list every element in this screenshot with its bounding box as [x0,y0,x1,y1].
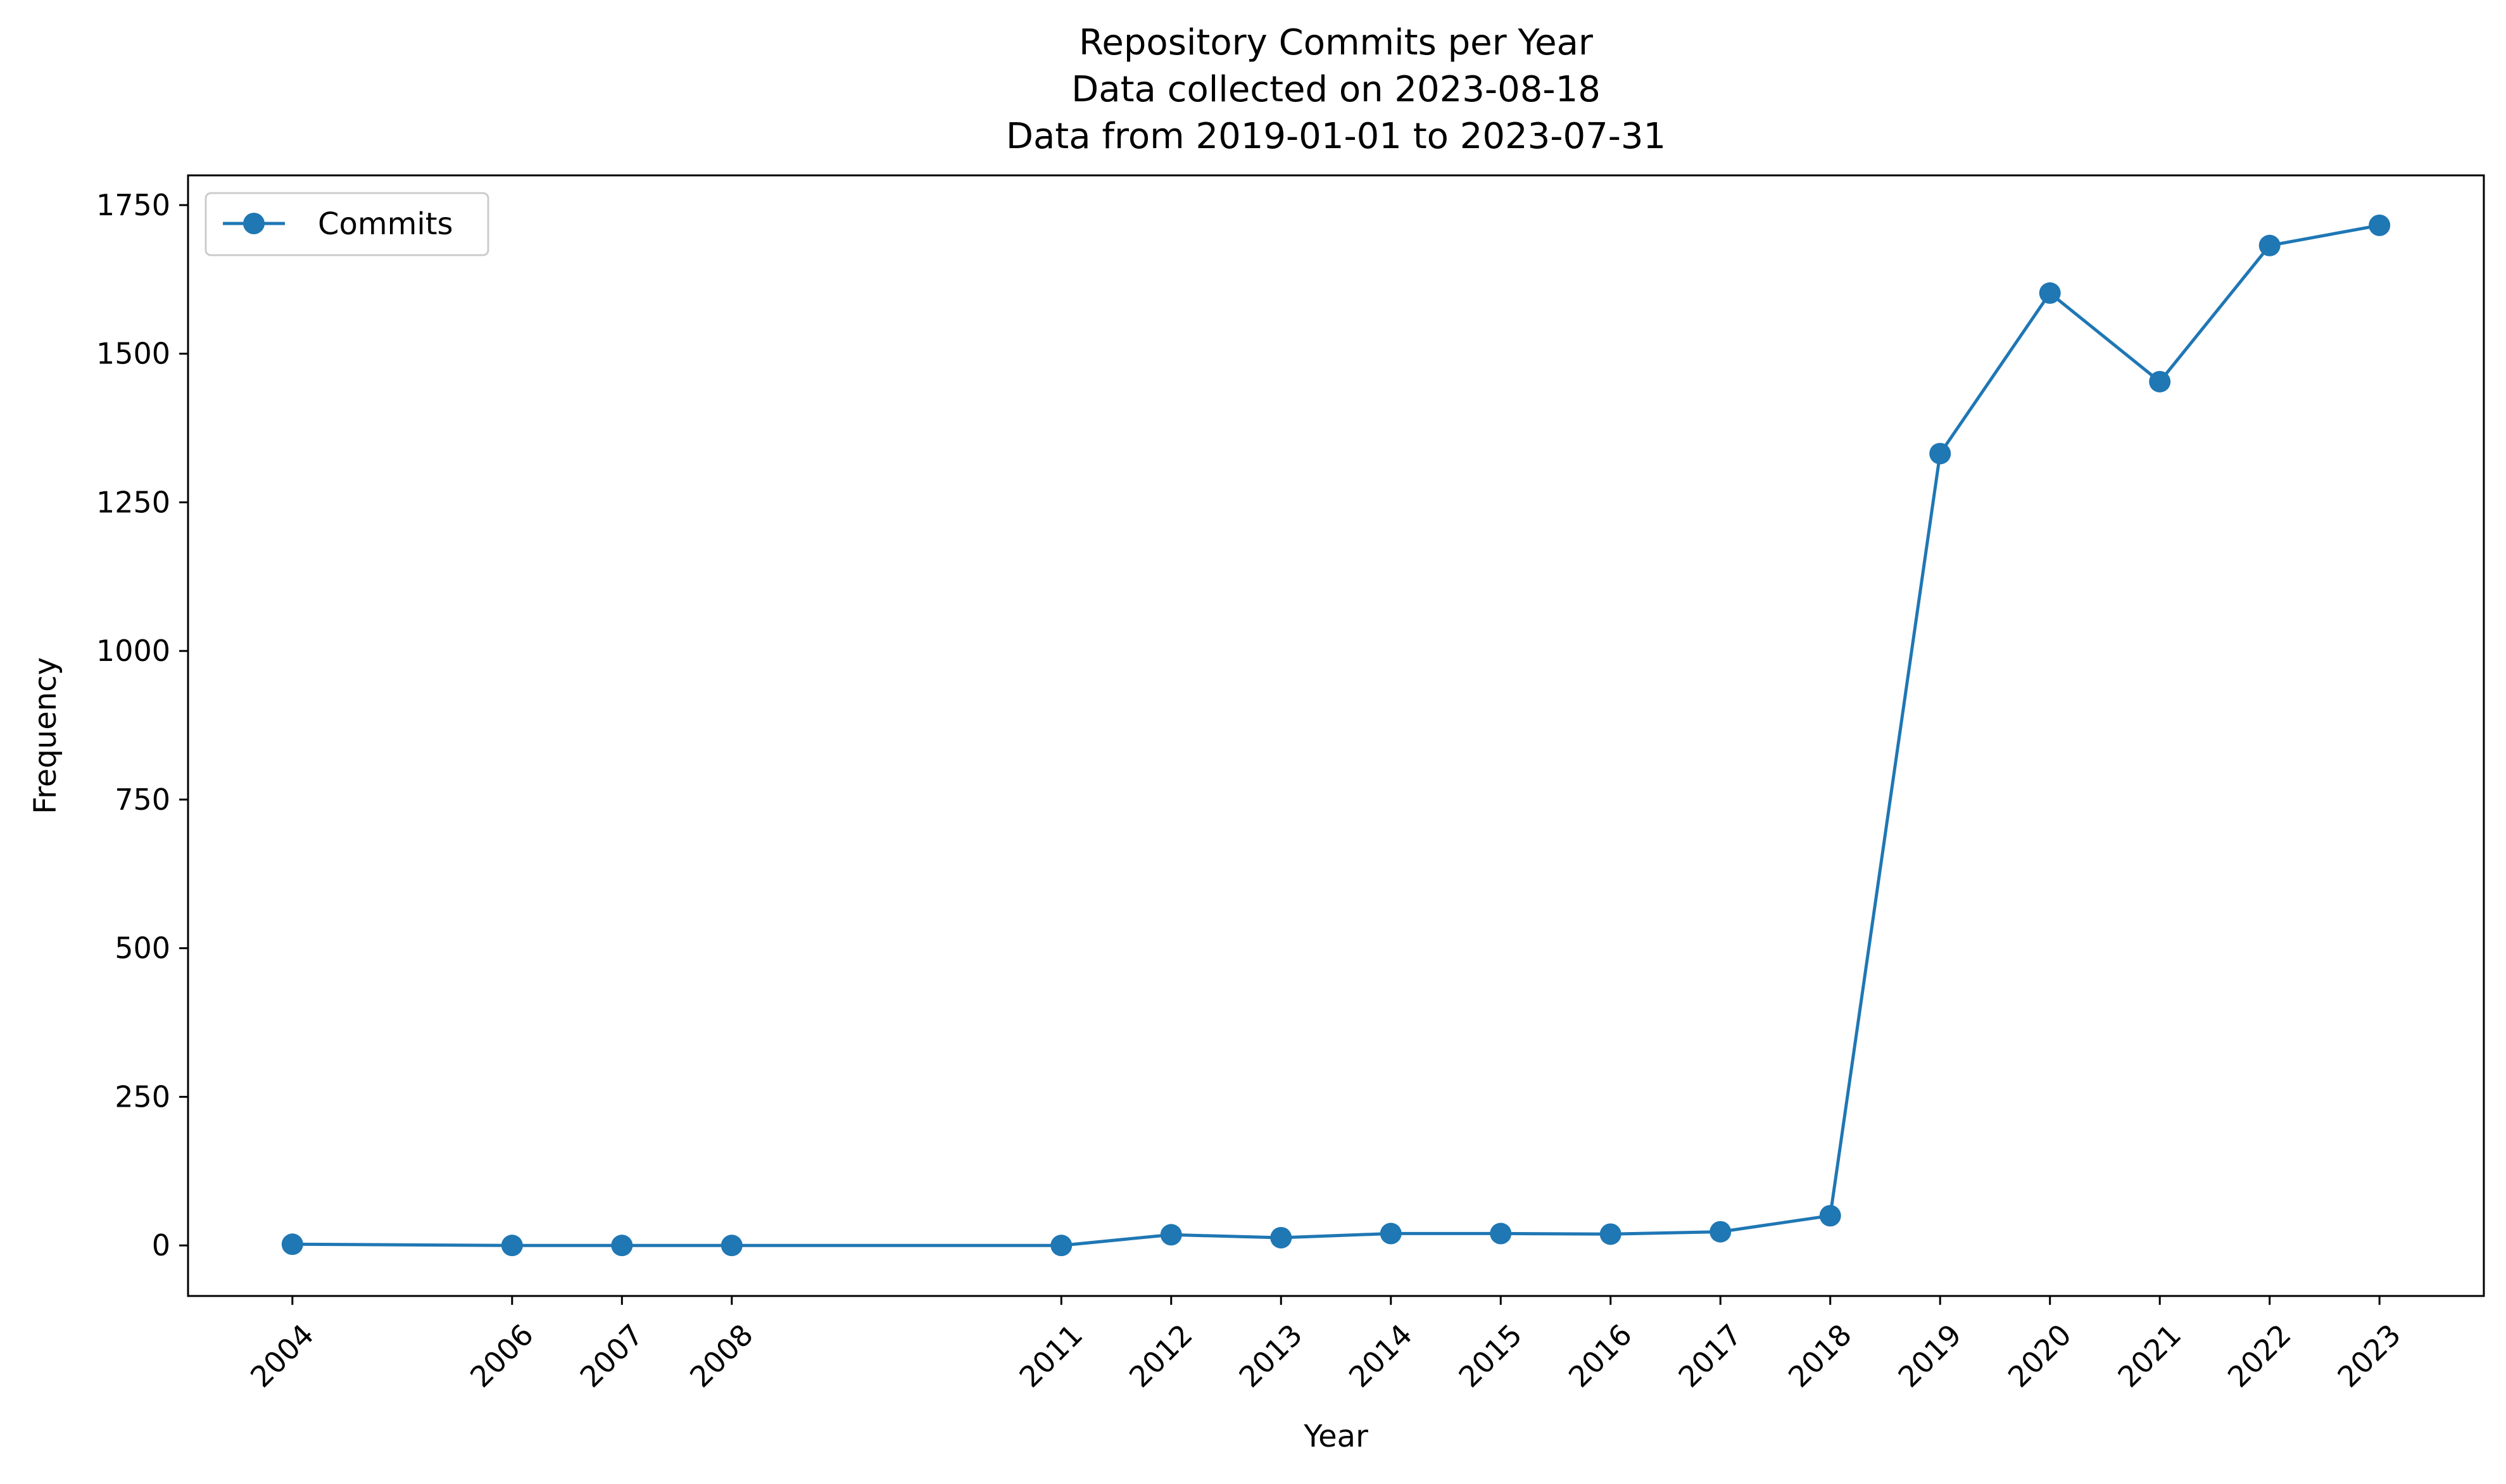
title-line-2: Data collected on 2023-08-18 [1071,69,1601,110]
data-point-2019 [1929,443,1951,465]
title-line-1: Repository Commits per Year [1079,22,1594,63]
data-point-2004 [281,1233,303,1255]
data-point-2007 [611,1235,633,1257]
y-tick-label: 1750 [96,188,170,222]
x-axis-label: Year [1303,1419,1368,1454]
data-point-2013 [1270,1226,1292,1248]
data-point-2014 [1380,1223,1402,1245]
data-point-2015 [1490,1223,1512,1245]
data-point-2020 [2039,282,2061,304]
data-point-2012 [1160,1224,1182,1246]
y-tick-label: 0 [152,1228,170,1262]
legend-label-commits: Commits [318,206,453,242]
chart-title: Repository Commits per Year Data collect… [1006,22,1666,157]
y-tick-label: 250 [115,1079,170,1114]
y-tick-label: 1500 [96,337,170,371]
data-point-2022 [2258,234,2281,256]
legend-marker-swatch [243,213,265,234]
series-layer [281,214,2391,1257]
data-point-2018 [1819,1205,1841,1227]
y-tick-label: 750 [115,783,170,817]
legend-box [205,192,489,256]
data-point-2017 [1709,1221,1732,1243]
data-point-2016 [1599,1223,1621,1245]
plot-frame [187,174,2485,1297]
data-point-2006 [501,1235,523,1257]
y-tick-label: 500 [115,931,170,965]
data-point-2008 [721,1235,743,1257]
data-point-2021 [2149,370,2171,393]
y-tick-label: 1000 [96,634,170,668]
data-point-2023 [2369,214,2391,236]
legend: Commits [205,192,489,256]
data-point-2011 [1050,1235,1073,1257]
title-line-3: Data from 2019-01-01 to 2023-07-31 [1006,116,1666,157]
y-axis-ticks: 0 250 500 750 1000 1250 1500 1750 [96,188,188,1262]
y-tick-label: 1250 [96,485,170,519]
y-axis-label: Frequency [28,657,63,814]
